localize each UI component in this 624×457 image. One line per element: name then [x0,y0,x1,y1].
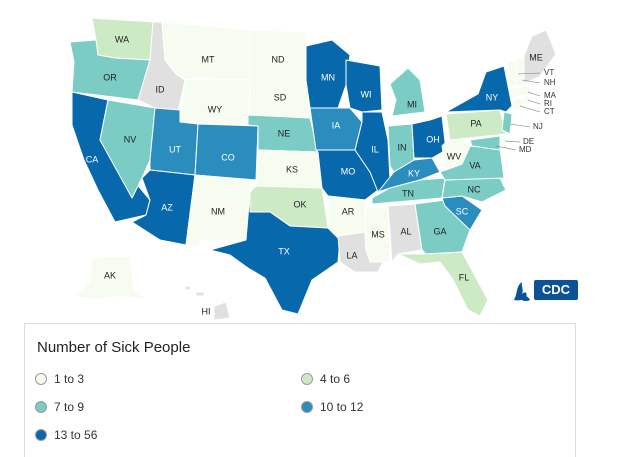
state-RI[interactable] [523,95,531,105]
state-WY[interactable] [179,79,251,126]
label-ME: ME [529,52,543,62]
legend-swatch [35,373,47,385]
label-DE: DE [523,137,534,146]
label-TX: TX [278,246,290,256]
us-choropleth-map: WA OR CA NV ID MT WY UT CO AZ NM ND SD N… [69,17,557,320]
label-SC: SC [456,206,469,216]
legend-item-7-to-9: 7 to 9 [35,400,84,414]
legend-panel: Number of Sick People 1 to 3 4 to 6 7 to… [24,323,576,457]
state-VT[interactable] [507,59,517,89]
legend-item-label: 7 to 9 [54,400,85,414]
label-TN: TN [402,188,414,198]
state-AK[interactable] [73,255,151,301]
label-MI: MI [407,99,417,109]
label-VT: VT [544,68,554,77]
label-ND: ND [272,54,285,64]
label-AK: AK [104,270,116,280]
state-FL[interactable] [397,251,489,317]
label-SD: SD [274,92,287,102]
label-KY: KY [408,168,420,178]
legend-swatch [301,373,313,385]
label-OH: OH [426,134,440,144]
state-WI[interactable] [345,59,383,113]
state-MA[interactable] [509,85,533,99]
label-OR: OR [103,72,117,82]
legend-item-4-to-6: 4 to 6 [301,372,350,386]
legend-swatch [35,401,47,413]
state-MN[interactable] [305,39,351,109]
label-GA: GA [433,226,446,236]
label-PA: PA [470,118,481,128]
label-VA: VA [469,160,480,170]
label-IA: IA [332,120,341,130]
label-MD: MD [519,145,532,154]
label-AR: AR [342,206,355,216]
state-TX[interactable] [209,191,341,315]
state-NY[interactable] [445,65,513,113]
label-WV: WV [447,151,462,161]
legend-item-10-to-12: 10 to 12 [301,400,363,414]
legend-item-label: 1 to 3 [54,372,85,386]
label-NY: NY [486,92,499,102]
legend-swatch [35,429,47,441]
state-CT[interactable] [511,97,525,111]
label-NV: NV [124,134,137,144]
legend-item-13-to-56: 13 to 56 [35,428,97,442]
label-WY: WY [208,104,223,114]
state-NH[interactable] [515,55,525,87]
state-HI-islands-2 [195,291,205,297]
label-AL: AL [400,226,411,236]
label-MN: MN [321,72,335,82]
legend-item-label: 13 to 56 [54,428,98,442]
label-CO: CO [221,152,235,162]
label-NH: NH [544,78,556,87]
label-LA: LA [346,250,357,260]
state-HI-islands [184,285,191,291]
state-MT[interactable] [161,21,251,81]
state-PA[interactable] [445,109,507,141]
label-ID: ID [156,84,166,94]
label-RI: RI [544,99,552,108]
legend-item-1-to-3: 1 to 3 [35,372,84,386]
label-OK: OK [293,199,306,209]
label-MA: MA [544,91,557,100]
state-HI[interactable] [213,301,231,320]
label-CA: CA [86,154,99,164]
label-CT: CT [544,107,555,116]
label-NJ: NJ [533,122,543,131]
label-WI: WI [361,89,372,99]
label-MO: MO [341,166,356,176]
label-IL: IL [371,144,379,154]
state-NJ[interactable] [501,111,513,135]
state-ME[interactable] [523,29,557,85]
label-KS: KS [286,164,298,174]
legend-item-label: 4 to 6 [320,372,351,386]
state-MD[interactable] [469,135,501,151]
label-NM: NM [211,206,225,216]
label-NC: NC [468,184,481,194]
state-MI[interactable] [389,67,426,117]
legend-title: Number of Sick People [37,339,191,356]
label-NE: NE [278,128,291,138]
cdc-logo-text: CDC [542,282,571,297]
legend-swatch [301,401,313,413]
state-NM[interactable] [185,174,251,247]
label-AZ: AZ [161,202,173,212]
legend-item-label: 10 to 12 [320,400,364,414]
label-IN: IN [398,142,407,152]
label-FL: FL [459,272,470,282]
label-HI: HI [202,306,211,316]
label-MT: MT [202,54,215,64]
cdc-logo: CDC [510,276,582,309]
label-MS: MS [371,229,385,239]
label-UT: UT [169,144,181,154]
label-WA: WA [115,34,129,44]
